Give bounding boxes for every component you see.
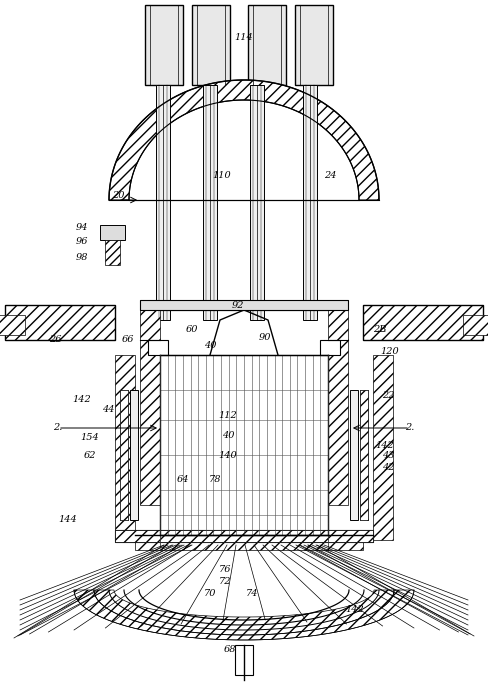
Text: 120: 120 <box>381 347 399 356</box>
Text: 110: 110 <box>213 171 231 179</box>
Bar <box>235 645 253 675</box>
Bar <box>5 305 115 340</box>
Text: 96: 96 <box>76 237 88 246</box>
Bar <box>463 315 488 335</box>
Text: 44: 44 <box>102 405 114 414</box>
Bar <box>192 5 230 85</box>
Bar <box>145 5 183 85</box>
Bar <box>295 5 333 85</box>
Text: 66: 66 <box>122 335 134 344</box>
Text: 76: 76 <box>219 566 231 575</box>
Bar <box>105 240 120 265</box>
Text: 74: 74 <box>246 589 258 598</box>
Bar <box>360 390 368 520</box>
Text: 2.: 2. <box>406 424 415 433</box>
PathPatch shape <box>74 590 414 640</box>
Bar <box>0 315 25 335</box>
Text: 154: 154 <box>81 433 100 442</box>
Text: 64: 64 <box>177 475 189 484</box>
Text: 22: 22 <box>382 391 394 400</box>
Text: 40: 40 <box>222 430 234 440</box>
Text: 42: 42 <box>382 463 394 472</box>
Text: 70: 70 <box>204 589 216 598</box>
Bar <box>303 85 317 320</box>
Bar <box>363 305 483 340</box>
Text: 43: 43 <box>382 451 394 459</box>
Text: 62: 62 <box>84 451 96 459</box>
Text: 94: 94 <box>76 223 88 232</box>
Text: 26: 26 <box>49 335 61 344</box>
Text: 24: 24 <box>324 171 336 179</box>
Bar <box>140 300 348 310</box>
PathPatch shape <box>94 590 394 635</box>
Bar <box>328 305 348 505</box>
Text: 114: 114 <box>235 34 253 43</box>
Bar <box>5 305 115 340</box>
Bar <box>115 530 373 542</box>
Bar <box>373 355 393 540</box>
Text: 72: 72 <box>219 578 231 587</box>
Bar <box>140 305 160 505</box>
Text: 98: 98 <box>76 253 88 262</box>
Bar <box>248 5 286 85</box>
Text: 2.: 2. <box>53 424 62 433</box>
Bar <box>360 390 368 520</box>
PathPatch shape <box>109 80 379 200</box>
Text: ___: ___ <box>50 336 60 342</box>
Text: 68: 68 <box>224 645 236 654</box>
Text: 142: 142 <box>73 395 91 405</box>
Text: 90: 90 <box>259 333 271 342</box>
Text: 2B: 2B <box>373 326 386 335</box>
Bar <box>203 85 217 320</box>
Text: 78: 78 <box>209 475 221 484</box>
Text: 60: 60 <box>186 326 198 335</box>
Bar <box>320 340 340 355</box>
Bar <box>120 390 128 520</box>
Text: 92: 92 <box>232 300 244 309</box>
Bar <box>130 390 138 520</box>
Bar <box>350 390 358 520</box>
Bar <box>140 300 348 310</box>
Bar <box>115 530 373 542</box>
Bar <box>120 390 128 520</box>
Text: 40: 40 <box>204 340 216 349</box>
Bar <box>363 305 483 340</box>
Text: 112: 112 <box>219 410 237 419</box>
Bar <box>156 85 170 320</box>
Bar <box>135 535 363 550</box>
Text: 142: 142 <box>376 440 394 449</box>
Text: 140: 140 <box>219 451 237 459</box>
Text: 142: 142 <box>346 606 365 615</box>
Bar <box>115 355 135 540</box>
Text: ___: ___ <box>375 326 385 332</box>
Bar <box>148 340 168 355</box>
Text: 144: 144 <box>59 515 78 524</box>
Bar <box>250 85 264 320</box>
Bar <box>100 225 125 240</box>
Text: 20: 20 <box>112 190 124 199</box>
